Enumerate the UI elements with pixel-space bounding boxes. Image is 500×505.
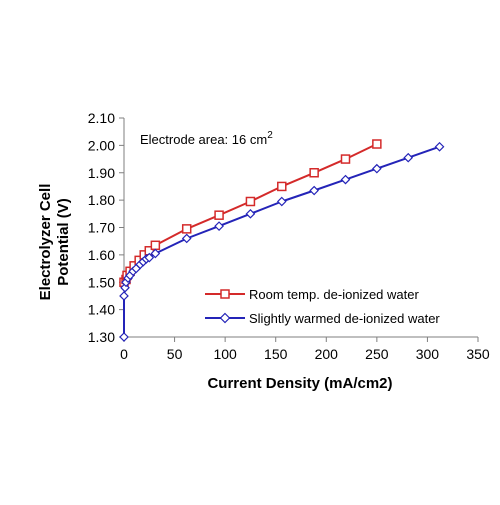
data-point [340,174,351,185]
data-point [434,141,445,152]
data-point [340,154,351,164]
x-tick-label: 350 [466,346,490,362]
data-point [245,208,256,219]
legend-label-room-temp: Room temp. de-ionized water [249,287,419,302]
x-tick-label: 300 [416,346,440,362]
y-tick-label: 1.30 [88,329,115,345]
data-point [309,168,319,178]
x-tick-label: 150 [264,346,288,362]
data-point [214,210,224,220]
legend-marker-room-temp [220,289,230,299]
data-point [276,196,287,207]
legend: Room temp. de-ionized water Slightly war… [205,287,440,326]
data-point [309,185,319,196]
data-point [372,163,382,174]
axes: 1.30 1.40 1.50 1.60 1.70 1.80 1.90 2.00 2.10 0 50 1… [88,110,490,362]
annotation-electrode-area: Electrode area: 16 cm2 [140,130,273,147]
y-tick-label: 1.80 [88,192,115,208]
y-tick-label: 2.10 [88,110,115,126]
data-point [214,221,224,231]
x-axis-title: Current Density (mA/cm2) [207,375,392,392]
data-point [150,248,161,259]
legend-marker-warmed [219,312,231,324]
y-axis-title-line-2: Potential (V) [55,198,72,286]
data-point [403,152,414,163]
y-tick-label: 2.00 [88,137,115,153]
data-point [144,252,155,263]
x-tick-label: 250 [365,346,389,362]
legend-label-warmed: Slightly warmed de-ionized water [249,311,440,326]
x-tick-label: 50 [167,346,183,362]
data-point [181,233,192,244]
y-tick-label: 1.40 [88,302,115,318]
x-tick-label: 0 [120,346,128,362]
y-axis-title-line-1: Electrolyzer Cell [37,184,54,301]
data-point [150,240,161,251]
data-point [372,139,382,149]
data-point [277,181,287,192]
series-2 [119,141,445,342]
y-tick-label: 1.60 [88,247,115,263]
data-point [181,224,192,234]
series-layer [119,139,445,342]
y-tick-label: 1.70 [88,220,115,236]
data-point [245,196,256,207]
x-tick-label: 200 [315,346,339,362]
y-tick-label: 1.90 [88,165,115,181]
data-point [119,291,129,301]
x-tick-label: 100 [213,346,237,362]
data-point [119,332,129,342]
y-tick-label: 1.50 [88,274,115,290]
